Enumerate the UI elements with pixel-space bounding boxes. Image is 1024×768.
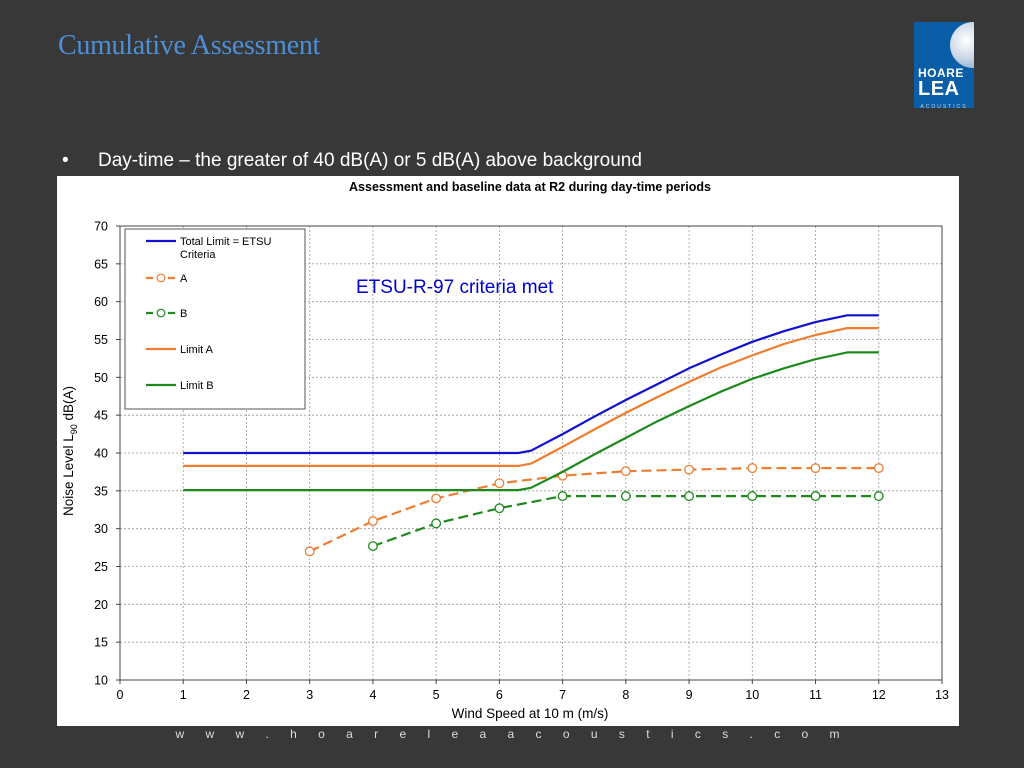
x-tick-label: 3 bbox=[306, 688, 313, 702]
footer-url: w w w . h o a r e l e a a c o u s t i c … bbox=[175, 727, 849, 741]
data-point bbox=[494, 503, 505, 514]
data-point bbox=[367, 516, 378, 527]
chart-title: Assessment and baseline data at R2 durin… bbox=[349, 180, 711, 194]
logo-line1: HOARE bbox=[918, 66, 964, 80]
series-group bbox=[183, 314, 884, 557]
logo-subtitle: ACOUSTICS bbox=[920, 104, 968, 110]
data-point bbox=[747, 491, 758, 502]
data-point bbox=[684, 464, 695, 475]
y-tick-label: 55 bbox=[94, 333, 108, 347]
series-line bbox=[183, 351, 879, 492]
series-total-limit-etsu-criteria bbox=[183, 314, 879, 455]
x-tick-label: 10 bbox=[745, 688, 759, 702]
x-tick-label: 4 bbox=[369, 688, 376, 702]
legend-label: Limit A bbox=[180, 344, 214, 356]
y-tick-label: 15 bbox=[94, 636, 108, 650]
x-axis-label: Wind Speed at 10 m (m/s) bbox=[452, 706, 609, 721]
x-tick-label: 13 bbox=[935, 688, 949, 702]
legend-label: Limit B bbox=[180, 380, 214, 392]
chart-container: Assessment and baseline data at R2 durin… bbox=[57, 176, 959, 726]
x-tick-label: 7 bbox=[559, 688, 566, 702]
data-point bbox=[367, 541, 378, 552]
y-axis-label: Noise Level L90 dB(A) bbox=[61, 386, 79, 516]
y-tick-label: 60 bbox=[94, 295, 108, 309]
y-axis-label-unit: dB(A) bbox=[61, 386, 76, 424]
legend-label: Total Limit = ETSU bbox=[180, 236, 271, 248]
y-tick-label: 45 bbox=[94, 409, 108, 423]
series-limit-b bbox=[183, 351, 879, 492]
x-tick-label: 6 bbox=[496, 688, 503, 702]
y-tick-label: 25 bbox=[94, 560, 108, 574]
y-axis-label-subscript: 90 bbox=[69, 424, 79, 434]
bullet-item: • Day-time – the greater of 40 dB(A) or 5… bbox=[62, 150, 642, 172]
x-tick-label: 11 bbox=[809, 688, 822, 702]
y-tick-label: 35 bbox=[94, 484, 108, 498]
y-tick-label: 40 bbox=[94, 447, 108, 461]
legend-label: B bbox=[180, 308, 187, 320]
axes: 0 1 2 3 4 5 6 7 8 9 10 11 12 131015202530354045505560… bbox=[94, 220, 949, 703]
y-tick-label: 70 bbox=[94, 220, 108, 234]
series-b bbox=[367, 491, 884, 552]
slide-title: Cumulative Assessment bbox=[58, 30, 321, 61]
series-line bbox=[183, 327, 879, 467]
data-point bbox=[684, 491, 695, 502]
y-axis-label-main: Noise Level L bbox=[61, 434, 76, 516]
data-point bbox=[810, 463, 821, 474]
data-point bbox=[873, 491, 884, 502]
legend-box bbox=[124, 228, 306, 410]
y-tick-label: 50 bbox=[94, 371, 108, 385]
chart-svg: Assessment and baseline data at R2 durin… bbox=[61, 180, 949, 721]
series-a bbox=[304, 463, 884, 557]
logo-arc-icon bbox=[950, 22, 974, 68]
hoare-lea-logo: HOARE LEA bbox=[914, 22, 974, 108]
series-limit-a bbox=[183, 327, 879, 467]
bullet-marker: • bbox=[62, 150, 69, 171]
data-point bbox=[747, 463, 758, 474]
series-line bbox=[309, 467, 879, 553]
data-point bbox=[304, 546, 315, 557]
y-tick-label: 30 bbox=[94, 522, 108, 536]
data-point bbox=[873, 463, 884, 474]
x-tick-label: 0 bbox=[117, 688, 124, 702]
x-tick-label: 12 bbox=[872, 688, 886, 702]
data-point bbox=[557, 491, 568, 502]
series-line bbox=[183, 314, 879, 455]
x-tick-label: 9 bbox=[686, 688, 693, 702]
x-tick-label: 2 bbox=[243, 688, 250, 702]
data-point bbox=[431, 493, 442, 504]
legend-marker bbox=[156, 273, 166, 283]
data-point bbox=[620, 491, 631, 502]
data-point bbox=[620, 466, 631, 477]
x-tick-label: 1 bbox=[180, 688, 187, 702]
annotation-text: ETSU-R-97 criteria met bbox=[356, 277, 554, 298]
data-point bbox=[431, 518, 442, 529]
x-tick-label: 5 bbox=[433, 688, 440, 702]
y-tick-label: 65 bbox=[94, 257, 108, 271]
logo-line2: LEA bbox=[918, 78, 960, 100]
y-tick-label: 10 bbox=[94, 674, 108, 688]
data-point bbox=[494, 478, 505, 489]
legend-label: Criteria bbox=[180, 249, 216, 261]
y-tick-label: 20 bbox=[94, 598, 108, 612]
x-tick-label: 8 bbox=[622, 688, 629, 702]
legend-marker bbox=[156, 308, 166, 318]
data-point bbox=[810, 491, 821, 502]
bullet-text: Day-time – the greater of 40 dB(A) or 5 … bbox=[98, 150, 642, 171]
legend-label: A bbox=[180, 273, 188, 285]
